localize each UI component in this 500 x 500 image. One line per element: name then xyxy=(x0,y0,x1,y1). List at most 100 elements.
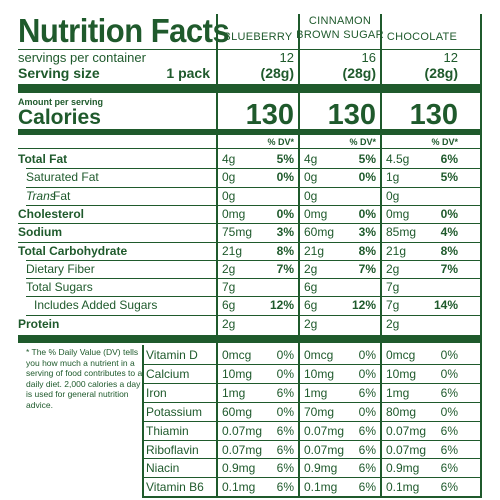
bottom-rule xyxy=(142,496,482,499)
medium-bar xyxy=(18,129,482,135)
nutrient-amount: 2g xyxy=(386,261,400,276)
column-divider xyxy=(298,14,300,497)
column-header: BROWN SUGAR xyxy=(296,29,384,41)
vitamin-dv: 6% xyxy=(276,442,294,457)
nutrient-dv: 0% xyxy=(440,206,458,221)
vitamin-dv: 0% xyxy=(440,366,458,381)
nutrient-amount: 0g xyxy=(222,170,236,185)
dv-header: % DV* xyxy=(431,137,458,147)
nutrient-amount: 7g xyxy=(386,298,400,313)
nutrient-label: Cholesterol xyxy=(18,206,85,221)
nutrient-rule xyxy=(26,259,482,261)
serving-size-value: (28g) xyxy=(260,65,294,81)
nutrient-amount: 21g xyxy=(222,243,243,258)
nutrient-amount: 2g xyxy=(222,261,236,276)
vitamin-amount: 0.07mg xyxy=(304,442,345,457)
vitamin-amount: 0mcg xyxy=(222,348,252,362)
vitamin-dv: 6% xyxy=(276,480,294,495)
vitamin-amount: 0.1mg xyxy=(304,480,338,495)
vitamin-amount: 60mg xyxy=(222,404,253,419)
servings-value: 16 xyxy=(361,50,376,65)
nutrient-amount: 0mg xyxy=(222,206,246,221)
nutrient-dv: 0% xyxy=(358,170,376,185)
vitamin-rule xyxy=(144,401,482,403)
column-header: CINNAMON xyxy=(308,15,372,27)
nutrient-amount: 7g xyxy=(386,280,400,295)
nutrient-dv: 0% xyxy=(276,206,294,221)
nutrient-amount: 0g xyxy=(222,188,236,203)
vitamin-amount: 0.07mg xyxy=(222,442,263,457)
nutrient-label: Sodium xyxy=(18,225,62,240)
nutrient-rule xyxy=(18,223,482,225)
nutrient-amount: 4g xyxy=(304,152,318,166)
nutrient-amount: 21g xyxy=(304,243,325,258)
vitamin-amount: 70mg xyxy=(304,404,335,419)
nutrient-dv: 0% xyxy=(358,206,376,221)
nutrient-dv: 4% xyxy=(440,225,458,240)
servings-value: 12 xyxy=(279,50,294,65)
calories-value: 130 xyxy=(327,99,376,131)
amount-per-serving: Amount per serving xyxy=(18,97,104,107)
title: Nutrition Facts xyxy=(18,11,230,50)
vitamin-label: Iron xyxy=(146,385,167,400)
right-border xyxy=(480,14,482,497)
vitamin-rule xyxy=(144,458,482,460)
vitamin-label: Potassium xyxy=(146,404,203,419)
dv-header: % DV* xyxy=(349,137,376,147)
nutrient-amount: 2g xyxy=(304,261,318,276)
vitamin-amount: 1mg xyxy=(386,385,410,400)
vitamin-dv: 6% xyxy=(276,461,294,476)
nutrient-rule xyxy=(26,168,482,170)
vitamin-amount: 0.07mg xyxy=(386,423,427,438)
nutrient-dv: 7% xyxy=(358,261,376,276)
nutrient-amount: 6g xyxy=(304,280,318,295)
nutrient-dv: 8% xyxy=(358,243,376,258)
nutrient-amount: 2g xyxy=(386,316,400,331)
top-rule xyxy=(18,49,482,50)
nutrient-amount: 0g xyxy=(304,188,318,203)
vitamin-dv: 6% xyxy=(276,423,294,438)
nutrient-dv: 3% xyxy=(276,225,294,240)
vitamin-label: Vitamin D xyxy=(146,348,198,362)
nutrient-amount: 60mg xyxy=(304,225,335,240)
nutrient-dv: 0% xyxy=(276,170,294,185)
vitamin-label: Vitamin B6 xyxy=(146,480,204,495)
vitamin-amount: 0.07mg xyxy=(386,442,427,457)
vitamin-amount: 0.9mg xyxy=(222,461,256,476)
nutrient-amount: 4g xyxy=(222,152,236,166)
nutrient-dv: 14% xyxy=(433,298,458,313)
column-header: CHOCOLATE xyxy=(386,31,458,43)
vitamin-dv: 0% xyxy=(440,404,458,419)
nutrient-label-italic: Trans xyxy=(26,188,56,203)
vitamin-amount: 0.9mg xyxy=(386,461,420,476)
vitamin-label: Calcium xyxy=(146,366,190,381)
vitamin-amount: 0mcg xyxy=(304,348,334,362)
vitamin-amount: 10mg xyxy=(304,366,335,381)
nutrient-dv: 8% xyxy=(276,243,294,258)
nutrient-label: Total Sugars xyxy=(26,280,93,295)
nutrient-label: Fat xyxy=(53,188,71,203)
vitamin-amount: 1mg xyxy=(304,385,328,400)
vitamin-dv: 6% xyxy=(358,480,376,495)
nutrient-rule xyxy=(26,296,482,298)
nutrient-amount: 0g xyxy=(386,188,400,203)
serving-size-unit: 1 pack xyxy=(166,65,210,81)
vitamin-amount: 10mg xyxy=(222,366,253,381)
vitamin-rule xyxy=(144,382,482,384)
vitamin-amount: 0.07mg xyxy=(222,423,263,438)
vitamin-amount: 0.9mg xyxy=(304,461,338,476)
nutrient-amount: 21g xyxy=(386,243,407,258)
nutrient-amount: 4.5g xyxy=(386,152,410,166)
vitamin-divider xyxy=(142,345,144,497)
nutrient-amount: 7g xyxy=(222,280,236,295)
vitamin-amount: 80mg xyxy=(386,404,417,419)
serving-size-value: (28g) xyxy=(424,65,458,81)
nutrient-label: Total Fat xyxy=(18,152,68,166)
vitamin-label: Niacin xyxy=(146,461,180,476)
vitamin-amount: 0mcg xyxy=(386,348,416,362)
vitamin-dv: 0% xyxy=(358,348,376,362)
footnote: * The % Daily Value (DV) tells you how m… xyxy=(26,347,143,410)
vitamin-dv: 0% xyxy=(276,366,294,381)
servings-value: 12 xyxy=(443,50,458,65)
calories-value: 130 xyxy=(409,99,458,131)
